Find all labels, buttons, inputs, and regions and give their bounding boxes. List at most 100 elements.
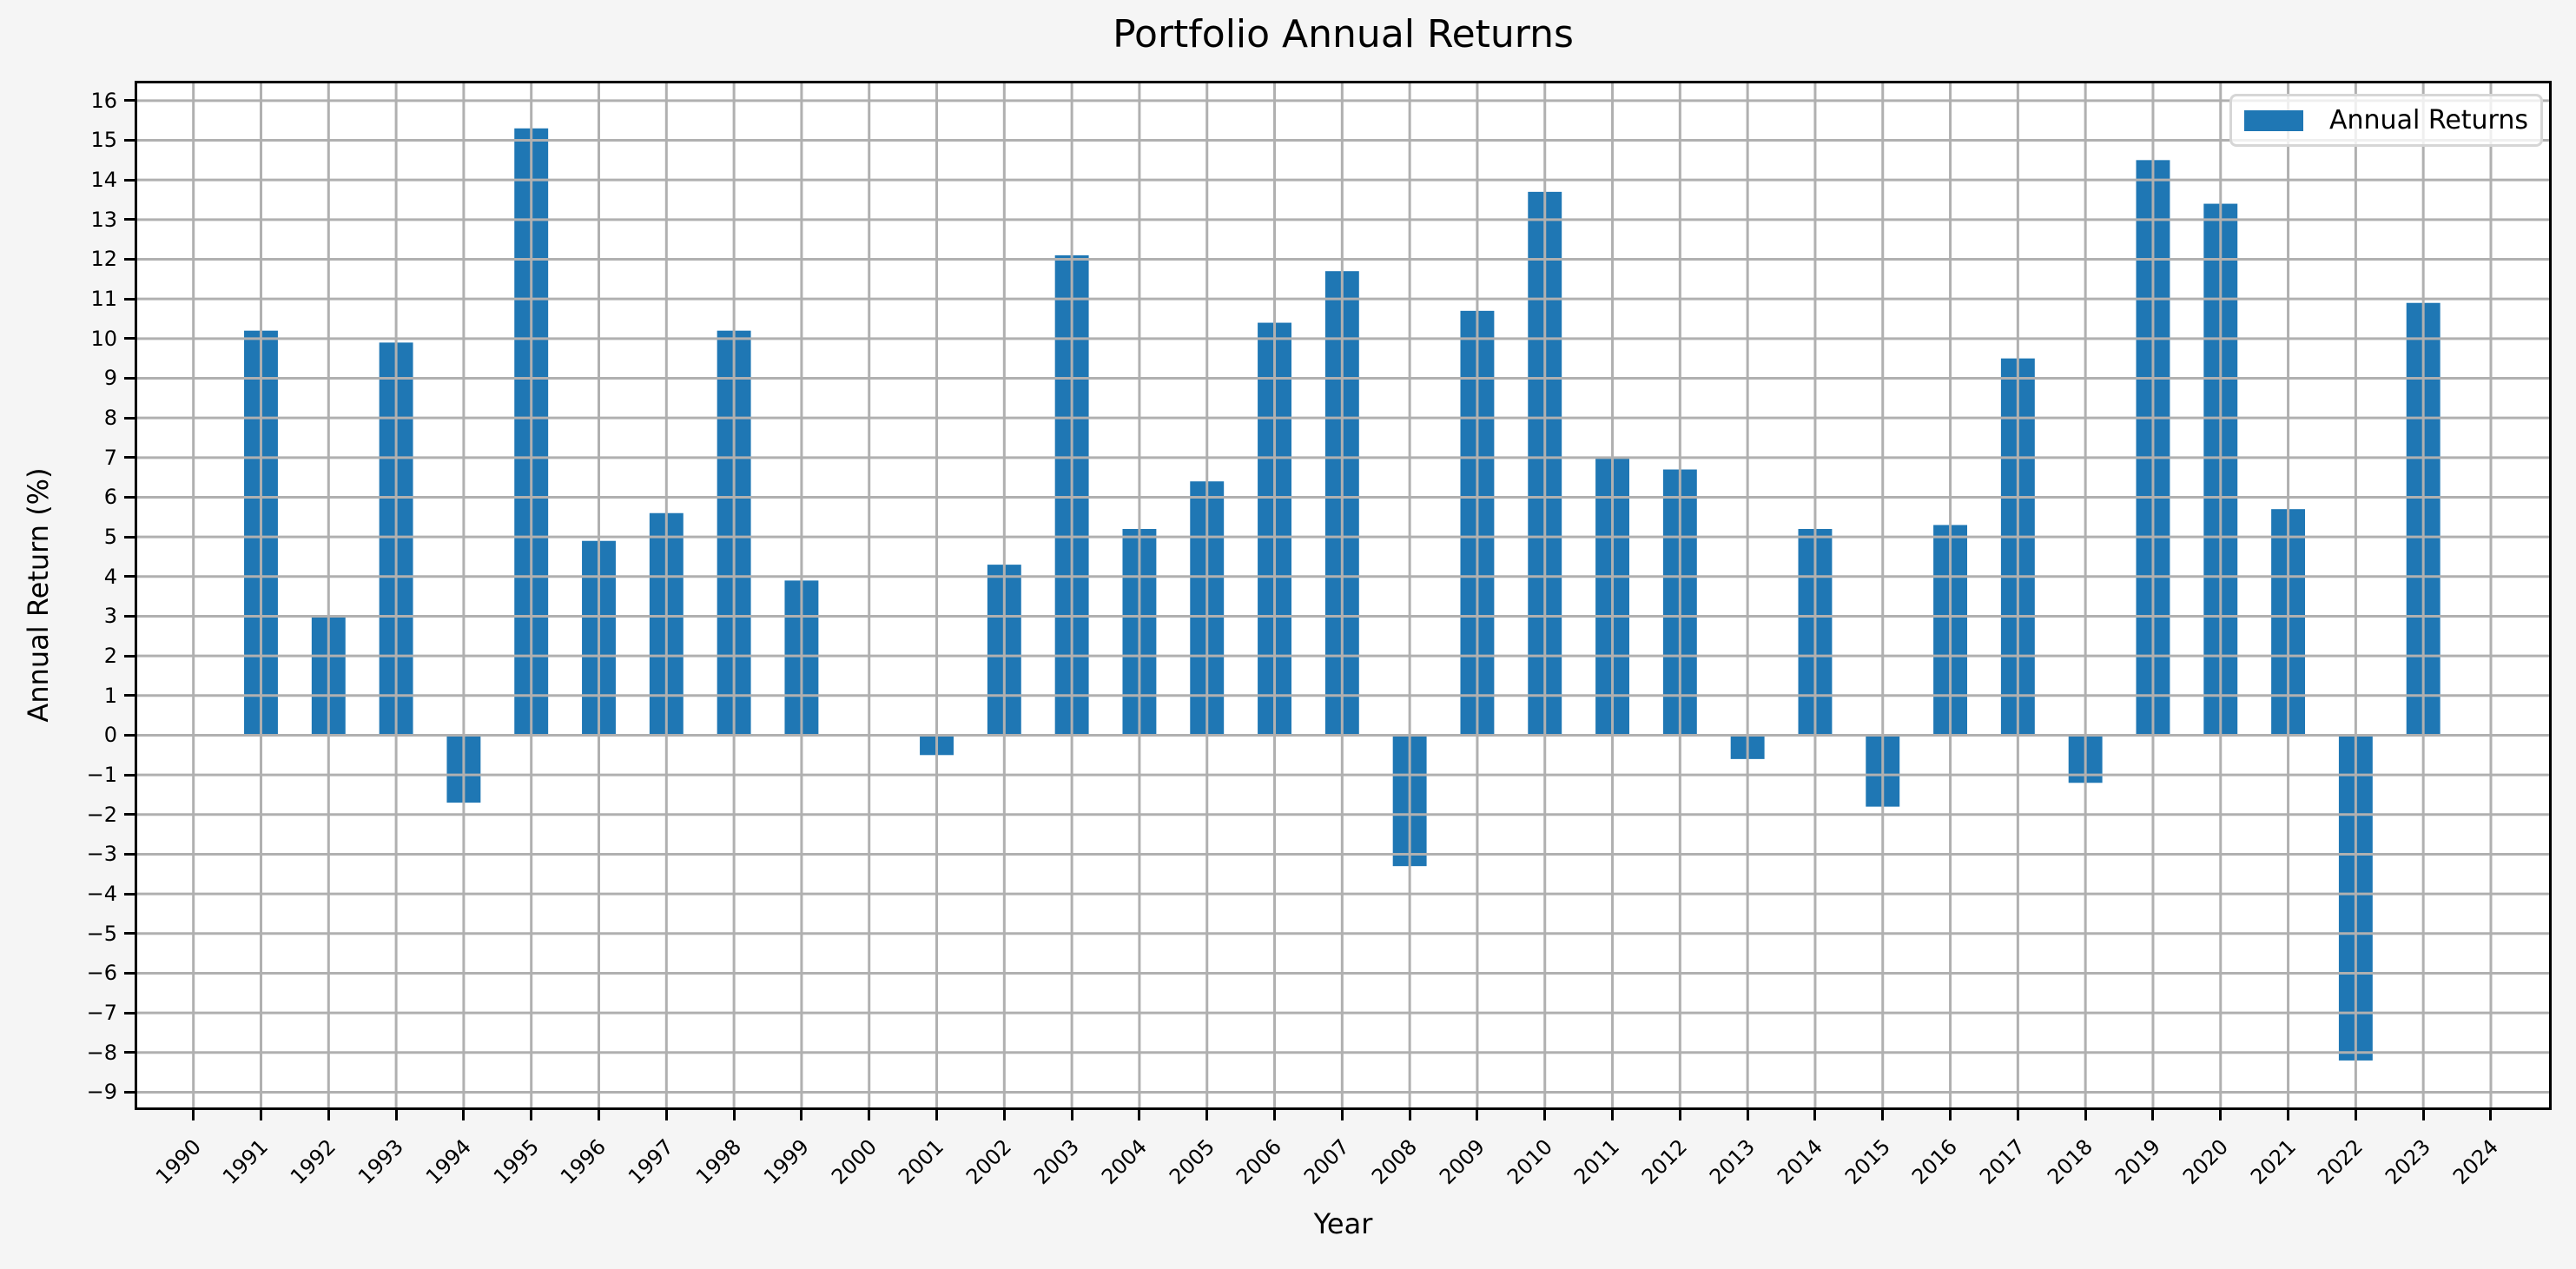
x-tick-mark xyxy=(1746,1110,1749,1120)
x-tick-mark xyxy=(462,1110,466,1120)
bar-chart-canvas xyxy=(135,81,2552,1110)
y-tick-label: 16 xyxy=(90,88,117,113)
x-tick-label: 2018 xyxy=(2043,1134,2098,1190)
x-tick-label: 2006 xyxy=(1232,1134,1287,1190)
x-axis-label: Year xyxy=(1313,1207,1373,1240)
chart-title: Portfolio Annual Returns xyxy=(1113,12,1574,56)
x-tick-label: 1995 xyxy=(488,1134,544,1190)
y-tick-mark xyxy=(124,337,135,340)
x-tick-mark xyxy=(1273,1110,1277,1120)
y-tick-label: 3 xyxy=(103,604,117,629)
y-tick-label: 11 xyxy=(90,287,117,312)
x-tick-mark xyxy=(1813,1110,1817,1120)
y-tick-label: 4 xyxy=(103,564,117,589)
x-tick-label: 2020 xyxy=(2177,1134,2233,1190)
y-tick-mark xyxy=(124,1090,135,1094)
x-tick-mark xyxy=(1949,1110,1952,1120)
y-tick-mark xyxy=(124,178,135,182)
x-tick-mark xyxy=(2354,1110,2357,1120)
y-tick-mark xyxy=(124,932,135,935)
y-tick-mark xyxy=(124,297,135,301)
y-tick-label: 12 xyxy=(90,247,117,272)
y-tick-mark xyxy=(124,733,135,737)
x-tick-label: 1993 xyxy=(353,1134,409,1190)
y-tick-label: 10 xyxy=(90,326,117,351)
y-tick-mark xyxy=(124,575,135,578)
y-tick-mark xyxy=(124,99,135,102)
y-tick-mark xyxy=(124,1011,135,1015)
y-tick-label: −6 xyxy=(86,961,117,986)
x-tick-label: 2010 xyxy=(1502,1134,1557,1190)
x-tick-mark xyxy=(598,1110,600,1120)
y-tick-mark xyxy=(124,456,135,459)
x-tick-mark xyxy=(1881,1110,1885,1120)
y-tick-label: 2 xyxy=(103,644,117,669)
y-tick-mark xyxy=(124,892,135,896)
x-tick-label: 1997 xyxy=(624,1134,679,1190)
x-tick-label: 2014 xyxy=(1772,1134,1827,1190)
y-tick-label: −1 xyxy=(86,763,117,788)
x-tick-mark xyxy=(1205,1110,1209,1120)
x-tick-label: 1999 xyxy=(758,1134,814,1190)
x-tick-mark xyxy=(1070,1110,1073,1120)
legend-label: Annual Returns xyxy=(2329,105,2528,135)
y-tick-label: 8 xyxy=(103,406,117,431)
x-tick-mark xyxy=(2084,1110,2087,1120)
y-tick-label: 9 xyxy=(103,366,117,391)
x-tick-mark xyxy=(1340,1110,1344,1120)
x-tick-mark xyxy=(192,1110,195,1120)
y-tick-mark xyxy=(124,495,135,499)
y-tick-label: −5 xyxy=(86,921,117,946)
y-tick-label: 15 xyxy=(90,128,117,153)
y-tick-mark xyxy=(124,376,135,380)
y-tick-label: 0 xyxy=(103,723,117,748)
x-tick-label: 2012 xyxy=(1637,1134,1693,1190)
y-tick-mark xyxy=(124,218,135,221)
y-tick-mark xyxy=(124,535,135,539)
x-tick-mark xyxy=(664,1110,668,1120)
x-tick-label: 2008 xyxy=(1367,1134,1423,1190)
x-tick-label: 2004 xyxy=(1096,1134,1152,1190)
x-tick-label: 1994 xyxy=(420,1134,476,1190)
x-tick-mark xyxy=(1476,1110,1479,1120)
x-tick-label: 2023 xyxy=(2381,1134,2436,1190)
x-tick-mark xyxy=(530,1110,533,1120)
x-tick-label: 1990 xyxy=(150,1134,206,1190)
y-tick-mark xyxy=(124,694,135,697)
y-tick-mark xyxy=(124,614,135,618)
x-tick-label: 1991 xyxy=(218,1134,274,1190)
y-tick-label: −2 xyxy=(86,802,117,827)
y-axis-label: Annual Return (%) xyxy=(22,467,55,723)
y-tick-label: 14 xyxy=(90,168,117,193)
y-tick-label: −3 xyxy=(86,842,117,867)
x-tick-label: 2011 xyxy=(1569,1134,1625,1190)
x-tick-mark xyxy=(2016,1110,2019,1120)
x-tick-label: 2024 xyxy=(2447,1134,2503,1190)
x-tick-label: 2007 xyxy=(1299,1134,1355,1190)
x-tick-mark xyxy=(2151,1110,2155,1120)
x-tick-label: 2019 xyxy=(2110,1134,2165,1190)
y-tick-label: −8 xyxy=(86,1040,117,1065)
y-tick-mark xyxy=(124,813,135,816)
x-tick-label: 1992 xyxy=(286,1134,341,1190)
x-tick-label: 1996 xyxy=(556,1134,611,1190)
x-tick-mark xyxy=(800,1110,803,1120)
y-tick-mark xyxy=(124,654,135,658)
x-tick-mark xyxy=(394,1110,398,1120)
legend-swatch-icon xyxy=(2244,109,2303,131)
plot-area xyxy=(135,81,2552,1110)
x-tick-label: 2015 xyxy=(1840,1134,1895,1190)
y-tick-label: −7 xyxy=(86,1001,117,1026)
legend: Annual Returns xyxy=(2229,94,2543,147)
x-tick-label: 1998 xyxy=(691,1134,747,1190)
y-tick-label: 6 xyxy=(103,485,117,510)
x-tick-mark xyxy=(868,1110,871,1120)
x-tick-label: 2001 xyxy=(894,1134,949,1190)
y-tick-mark xyxy=(124,852,135,856)
x-tick-label: 2005 xyxy=(1164,1134,1219,1190)
x-tick-mark xyxy=(1002,1110,1006,1120)
x-tick-mark xyxy=(1543,1110,1547,1120)
x-tick-label: 2009 xyxy=(1434,1134,1489,1190)
x-tick-label: 2021 xyxy=(2245,1134,2301,1190)
x-tick-label: 2002 xyxy=(961,1134,1017,1190)
